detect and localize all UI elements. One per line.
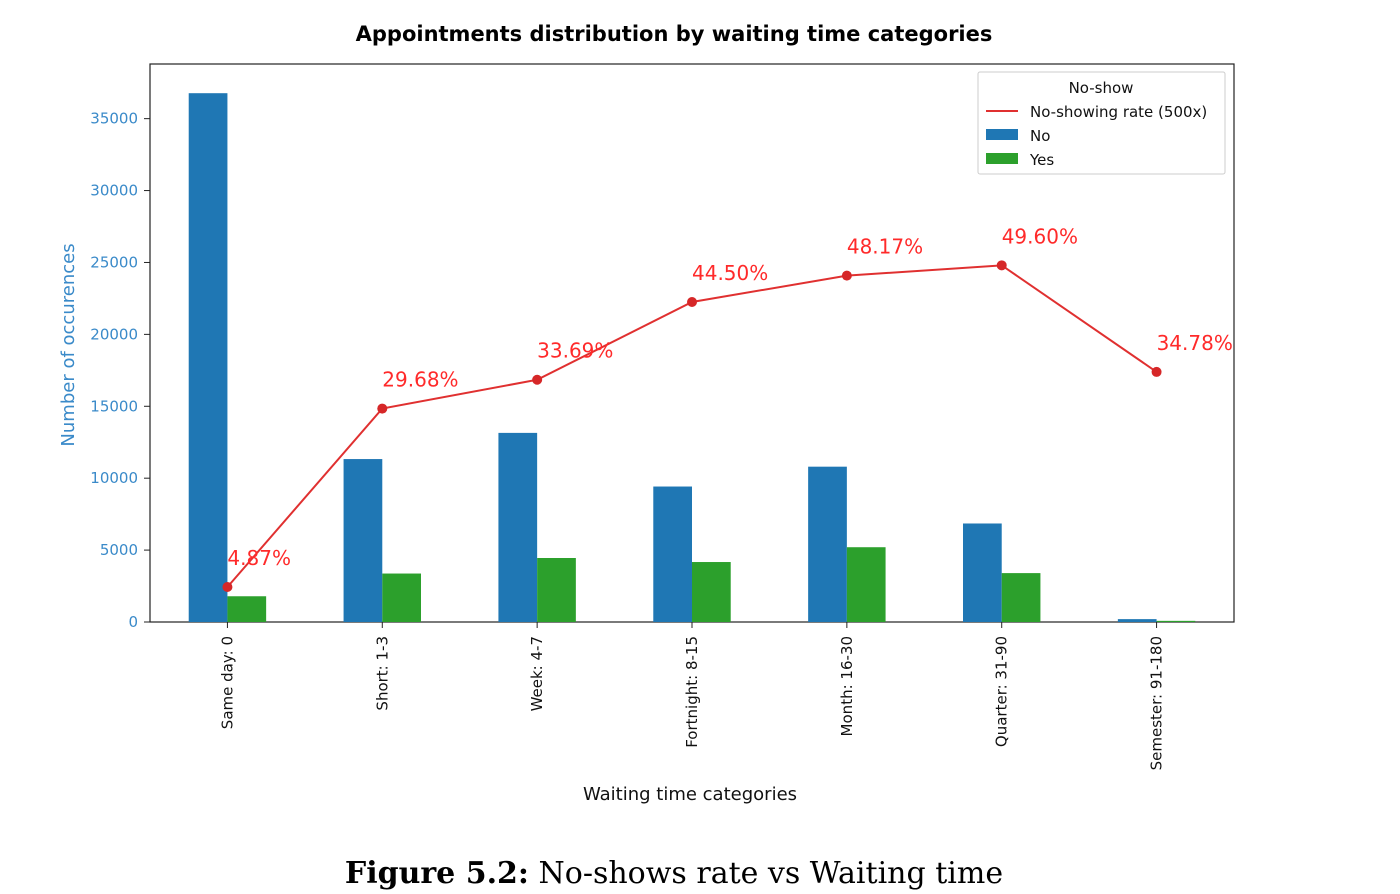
x-tick-label-1: Short: 1-3 — [373, 636, 391, 711]
rate-label-3: 44.50% — [692, 261, 768, 285]
rate-point-1 — [377, 403, 388, 414]
x-tick-label-2: Week: 4-7 — [528, 636, 546, 711]
legend-label-no: No — [1030, 127, 1050, 145]
x-tick-label-4: Month: 16-30 — [838, 636, 856, 736]
rate-label-2: 33.69% — [537, 339, 613, 363]
series-yes-bars — [227, 547, 1196, 622]
bar-no-6 — [1117, 619, 1157, 622]
bar-no-2 — [498, 432, 538, 622]
x-tick-label-0: Same day: 0 — [218, 636, 236, 729]
y-tick-label-4: 20000 — [90, 325, 138, 343]
rate-label-0: 4.87% — [227, 546, 291, 570]
rate-label-5: 49.60% — [1002, 224, 1078, 248]
rate-label-4: 48.17% — [847, 235, 923, 259]
x-axis-ticks: Same day: 0 Short: 1-3 Week: 4-7 Fortnight:… — [218, 622, 1166, 770]
bar-yes-5 — [1001, 573, 1041, 622]
y-tick-label-0: 0 — [128, 613, 138, 631]
bar-no-4 — [808, 466, 847, 622]
bar-no-5 — [963, 523, 1002, 622]
bar-no-1 — [343, 459, 383, 622]
x-tick-label-6: Semester: 91-180 — [1148, 636, 1166, 770]
bar-yes-1 — [382, 573, 421, 622]
bar-yes-3 — [692, 562, 731, 622]
legend-swatch-no — [986, 129, 1018, 140]
y-tick-label-7: 35000 — [90, 110, 138, 128]
legend-label-yes: Yes — [1029, 151, 1054, 169]
rate-point-2 — [532, 374, 543, 385]
rate-label-1: 29.68% — [382, 368, 458, 392]
bar-yes-0 — [227, 596, 267, 622]
caption-text: No-shows rate vs Waiting time — [529, 856, 1003, 891]
rate-point-5 — [996, 260, 1007, 271]
rate-point-0 — [222, 581, 233, 592]
legend-swatch-yes — [986, 153, 1018, 164]
rate-point-4 — [841, 270, 852, 281]
bar-yes-2 — [537, 558, 576, 622]
bar-yes-4 — [846, 547, 886, 622]
y-tick-label-2: 10000 — [90, 469, 138, 487]
bar-yes-6 — [1156, 620, 1196, 622]
bar-no-0 — [188, 93, 228, 622]
rate-point-6 — [1151, 366, 1162, 377]
rate-label-6: 34.78% — [1157, 331, 1233, 355]
y-tick-label-3: 15000 — [90, 397, 138, 415]
series-rate-line: 4.87% 29.68% 33.69% 44.50% 48.17% 49.60% 34.78… — [222, 224, 1233, 592]
y-tick-label-5: 25000 — [90, 253, 138, 271]
y-tick-label-6: 30000 — [90, 182, 138, 200]
x-tick-label-3: Fortnight: 8-15 — [683, 636, 701, 748]
legend: No-show No-showing rate (500x) No Yes — [977, 71, 1226, 175]
y-tick-label-1: 5000 — [100, 541, 138, 559]
y-axis-label: Number of occurences — [58, 243, 79, 446]
legend-title: No-show — [1069, 79, 1134, 97]
caption-label: Figure 5.2: — [345, 856, 529, 891]
y-axis-ticks: 0 5000 10000 15000 20000 25000 30000 35000 — [90, 110, 150, 631]
x-tick-label-5: Quarter: 31-90 — [993, 636, 1011, 747]
chart-title: Appointments distribution by waiting tim… — [356, 22, 993, 46]
legend-label-rate: No-showing rate (500x) — [1030, 103, 1207, 121]
bar-no-3 — [653, 486, 692, 622]
figure-caption: Figure 5.2: No-shows rate vs Waiting tim… — [345, 856, 1003, 891]
series-no-bars — [188, 93, 1157, 622]
x-axis-label: Waiting time categories — [583, 784, 797, 805]
legend-box — [977, 71, 1226, 175]
rate-point-3 — [687, 297, 697, 308]
